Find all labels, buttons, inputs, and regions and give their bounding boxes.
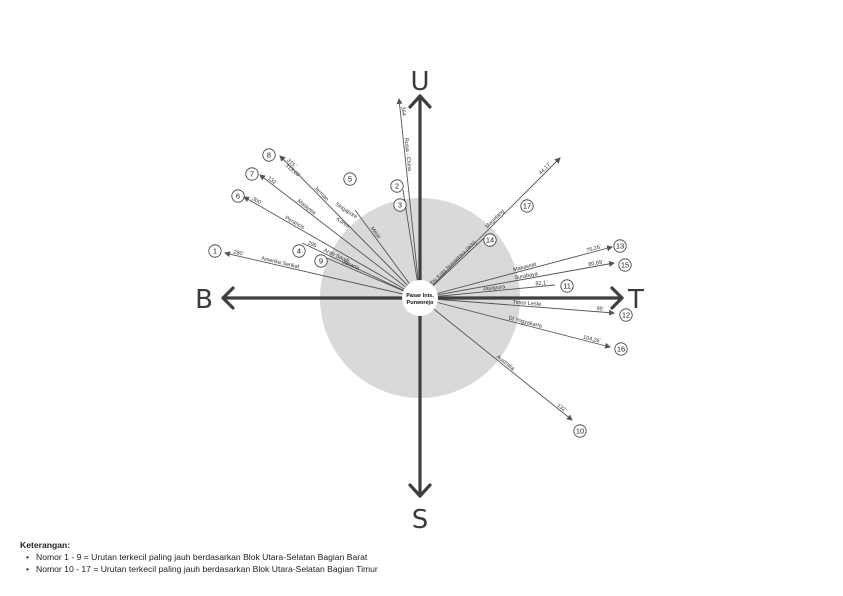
compass-axes xyxy=(221,94,624,498)
south-label: S xyxy=(412,505,429,535)
origin-ray-5 xyxy=(354,209,421,299)
east-label: T xyxy=(627,285,644,315)
origin-number-17: 17 xyxy=(523,202,531,211)
origin-ray-11 xyxy=(419,284,556,299)
center-label-line-1: Pasar Inis, xyxy=(406,293,434,299)
origin-number-badge-11 xyxy=(560,279,574,293)
legend-item: • Nomor 1 - 9 = Urutan terkecil paling ja… xyxy=(20,551,378,563)
legend-title: Keterangan: xyxy=(20,540,71,550)
origin-label-11: Jayapura xyxy=(482,284,506,292)
origin-number-16: 16 xyxy=(617,345,625,354)
origin-number-13: 13 xyxy=(616,242,624,251)
south-arrowhead xyxy=(408,483,432,498)
origin-ray-7 xyxy=(259,174,421,299)
origin-number-5: 5 xyxy=(348,175,352,184)
legend-item-text: Nomor 1 - 9 = Urutan terkecil paling jau… xyxy=(36,552,368,562)
origin-distance-6: 300` xyxy=(251,196,264,207)
origin-ray-8 xyxy=(279,155,421,299)
origin-ray-13 xyxy=(419,245,613,299)
origin-number-badge-7 xyxy=(245,167,259,181)
origin-label-7: Malaysia xyxy=(296,198,318,217)
origin-number-badge-13 xyxy=(613,239,627,253)
origin-number-4: 4 xyxy=(297,247,301,256)
origin-ray-2 xyxy=(396,98,421,299)
origin-number-badge-16 xyxy=(614,342,628,356)
origin-distance-12: 95` xyxy=(596,306,605,313)
origin-number-2: 2 xyxy=(395,182,399,191)
origin-number-badge-1 xyxy=(208,244,222,258)
origin-ray-10 xyxy=(419,297,573,421)
origin-distance-7: 132` xyxy=(266,176,279,188)
origin-number-14: 14 xyxy=(486,236,494,245)
origin-number-11: 11 xyxy=(563,282,571,291)
origin-label-6: Perancis xyxy=(284,215,306,231)
north-arrowhead xyxy=(408,94,432,109)
origin-number-badge-17 xyxy=(520,199,534,213)
origin-distance-17: 44,17` xyxy=(538,161,553,176)
bullet-icon: • xyxy=(26,564,30,574)
origin-number-9: 9 xyxy=(319,257,323,266)
origin-number-badge-9 xyxy=(314,254,328,268)
origin-number-badge-2 xyxy=(390,179,404,193)
west-arrowhead xyxy=(221,286,235,310)
origin-distance-13: 75,26` xyxy=(586,244,603,254)
origin-ray-1 xyxy=(224,251,421,299)
center-label-line-2: Purworejo xyxy=(407,300,435,306)
origin-ray-4 xyxy=(301,242,421,299)
origin-distance-1: 280` xyxy=(233,249,245,257)
center-point xyxy=(402,280,438,316)
origin-number-7: 7 xyxy=(250,170,254,179)
west-label: B xyxy=(195,285,213,315)
origin-label-10: Australia xyxy=(495,354,516,373)
origin-label-8: Jerman xyxy=(312,185,329,202)
origin-label-12: Timor Leste xyxy=(512,300,541,308)
origin-label-1: Amerika Serikat xyxy=(261,256,301,271)
origin-compass-diagram: U S B T Amerika Serikat 280` 1 Rusia - Chin… xyxy=(195,67,644,535)
origin-number-12: 12 xyxy=(622,311,630,320)
origin-number-badge-12 xyxy=(619,308,633,322)
legend: Keterangan: • Nomor 1 - 9 = Urutan terkec… xyxy=(20,539,378,575)
origin-ray-6 xyxy=(243,196,421,299)
origin-distance-16: 104,26` xyxy=(582,335,602,346)
north-label: U xyxy=(410,67,429,97)
origin-ray-16 xyxy=(419,297,611,349)
origin-distance-11: 82,1` xyxy=(535,280,548,287)
origin-ray-15 xyxy=(419,260,615,299)
origin-label-15: Surabaya xyxy=(514,271,539,281)
origin-distance-4: 295 xyxy=(307,240,318,249)
origin-number-badge-10 xyxy=(573,424,587,438)
origin-number-1: 1 xyxy=(213,247,217,256)
origin-number-badge-5 xyxy=(343,172,357,186)
origin-number-6: 6 xyxy=(236,192,240,201)
origin-label-13: Makassar xyxy=(513,262,538,274)
origin-number-badge-3 xyxy=(393,198,407,212)
origin-distance-2: 364 xyxy=(399,106,406,116)
origin-number-8: 8 xyxy=(267,151,271,160)
origin-distance-10: 132` xyxy=(555,403,567,415)
origin-ray-12 xyxy=(419,297,615,316)
origin-number-15: 15 xyxy=(621,261,629,270)
origin-number-badge-6 xyxy=(231,189,245,203)
origin-label-2: Rusia - China xyxy=(403,138,413,173)
origin-ray-17 xyxy=(419,157,561,299)
origin-number-3: 3 xyxy=(398,201,402,210)
legend-item-text: Nomor 10 - 17 = Urutan terkecil paling j… xyxy=(36,564,378,574)
origin-number-badge-8 xyxy=(262,148,276,162)
legend-item: • Nomor 10 - 17 = Urutan terkecil paling … xyxy=(20,563,378,575)
origin-distance-15: 80,89` xyxy=(588,259,605,268)
origin-number-badge-15 xyxy=(618,258,632,272)
origin-number-10: 10 xyxy=(576,427,584,436)
bullet-icon: • xyxy=(26,552,30,562)
origin-number-badge-14 xyxy=(483,233,497,247)
east-arrowhead xyxy=(610,286,624,310)
origin-number-badge-4 xyxy=(292,244,306,258)
origin-label-17: Magelang xyxy=(485,209,506,230)
